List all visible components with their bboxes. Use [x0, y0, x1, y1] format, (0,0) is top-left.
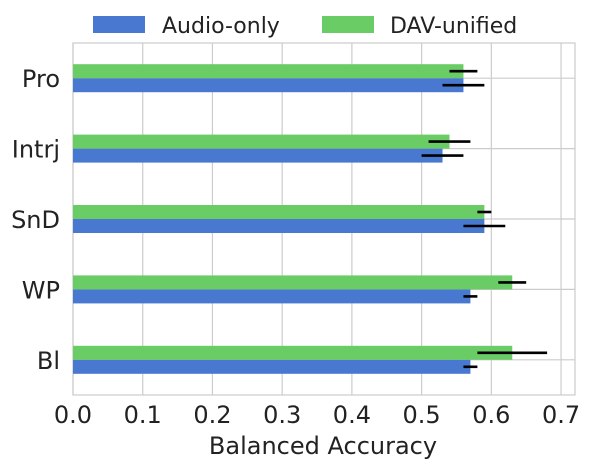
- bar-dav-unified-pro: [73, 64, 464, 79]
- y-tick-label: WP: [22, 276, 60, 304]
- error-bars: [421, 69, 548, 369]
- x-tick-label: 0.3: [263, 401, 301, 429]
- bar-audio-only-wp: [73, 289, 471, 304]
- legend-label: DAV-unified: [390, 14, 517, 39]
- x-tick-label: 0.5: [403, 401, 441, 429]
- x-tick-label: 0.6: [472, 401, 510, 429]
- y-tick-label: Bl: [37, 347, 60, 375]
- bar-dav-unified-wp: [73, 275, 513, 290]
- bars: [73, 64, 513, 374]
- bar-audio-only-pro: [73, 78, 464, 93]
- legend-swatch: [93, 16, 145, 33]
- y-tick-labels: Pro Intrj SnD WP Bl: [11, 65, 60, 375]
- bar-audio-only-snd: [73, 219, 485, 233]
- y-tick-label: Pro: [22, 65, 60, 93]
- bar-dav-unified-snd: [73, 205, 485, 219]
- x-tick-label: 0.7: [542, 401, 580, 429]
- legend-label: Audio-only: [162, 14, 280, 39]
- legend-swatch: [322, 16, 374, 33]
- x-tick-label: 0.4: [333, 401, 371, 429]
- bar-dav-unified-intrj: [73, 134, 450, 149]
- legend-item-audio-only: Audio-only: [93, 14, 280, 39]
- y-tick-label: Intrj: [12, 136, 60, 164]
- x-tick-label: 0.2: [193, 401, 231, 429]
- y-tick-label: SnD: [11, 206, 60, 234]
- legend-item-dav-unified: DAV-unified: [322, 14, 517, 39]
- x-tick-labels: 0.0 0.1 0.2 0.3 0.4 0.5 0.6 0.7: [54, 401, 580, 429]
- x-tick-label: 0.0: [54, 401, 92, 429]
- bar-dav-unified-bl: [73, 345, 513, 360]
- x-axis-label: Balanced Accuracy: [209, 432, 437, 460]
- bar-audio-only-intrj: [73, 148, 443, 163]
- x-tick-label: 0.1: [124, 401, 162, 429]
- legend: Audio-only DAV-unified: [93, 14, 517, 39]
- bar-audio-only-bl: [73, 359, 471, 374]
